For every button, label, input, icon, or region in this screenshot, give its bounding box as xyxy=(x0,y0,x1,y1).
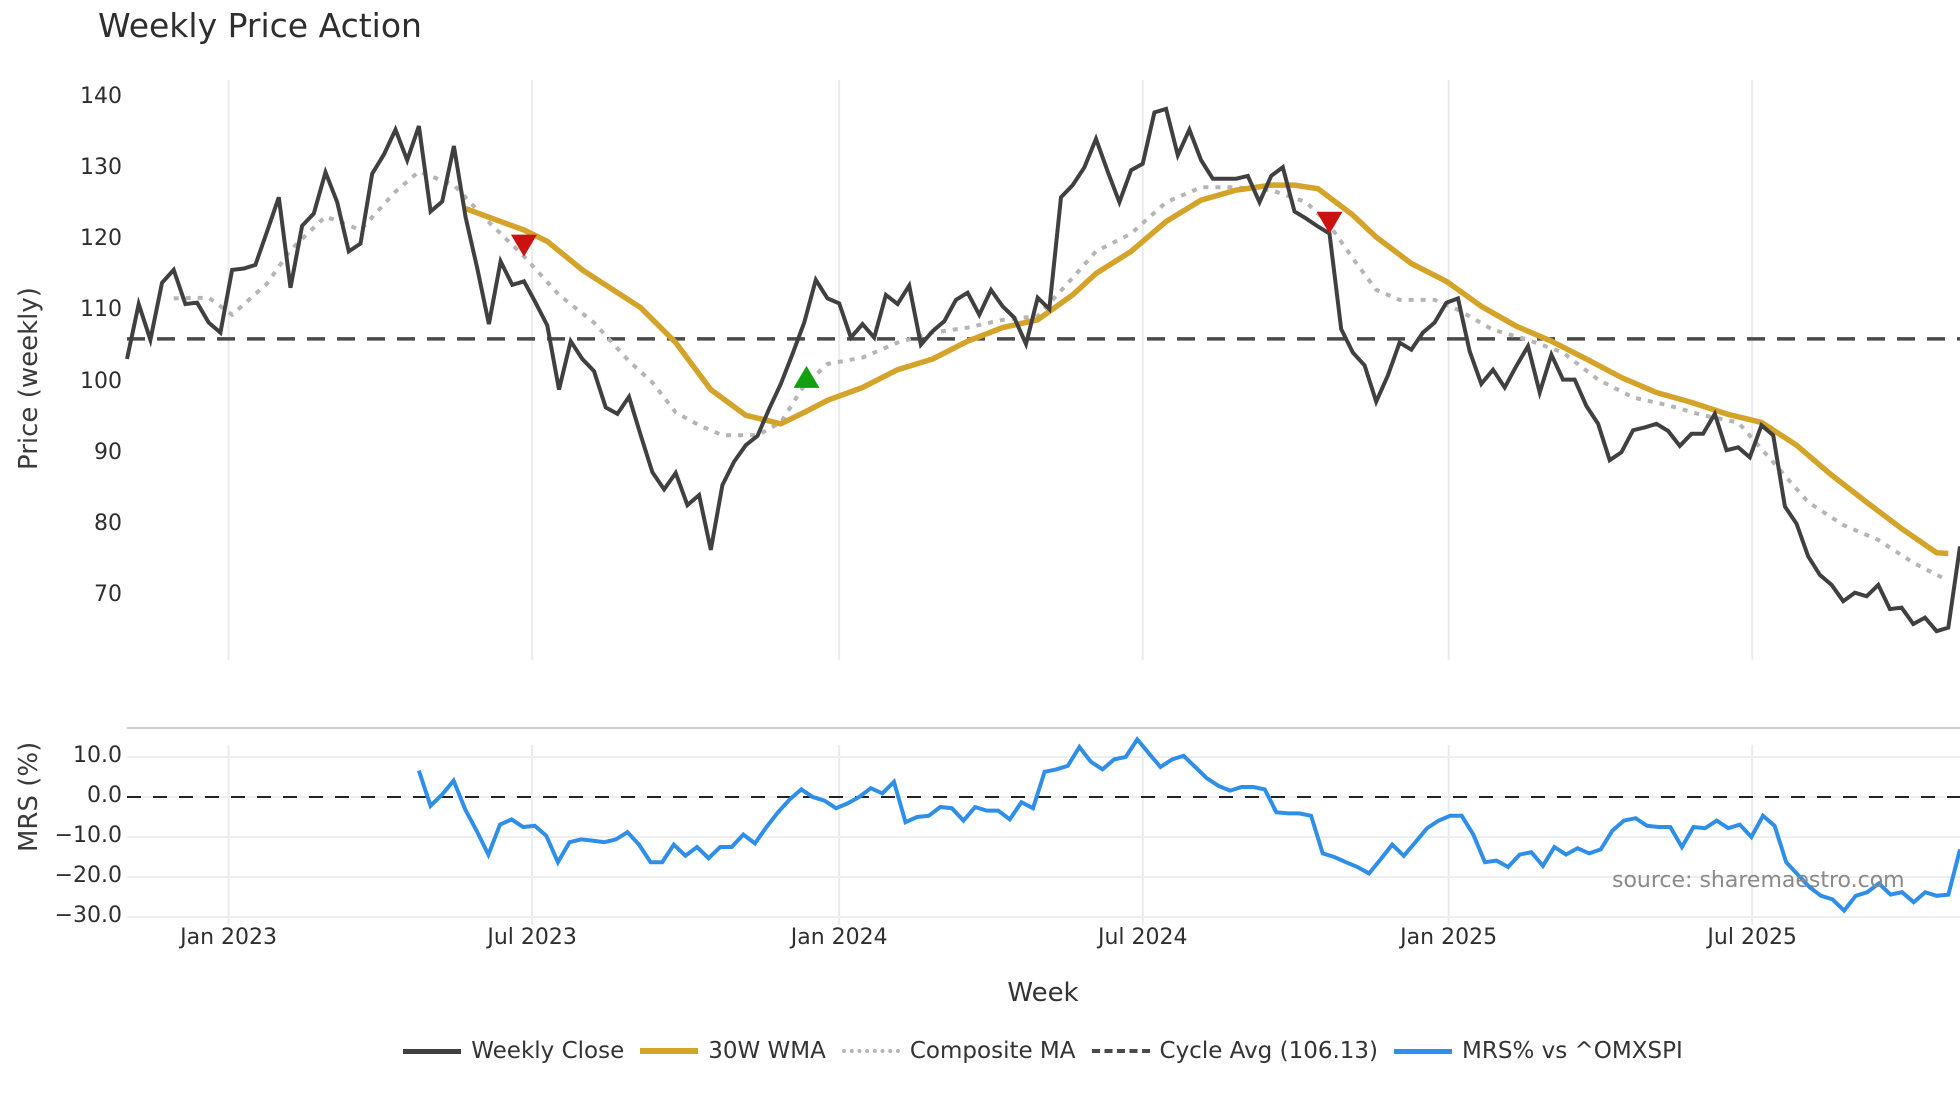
x-tick-label: Jul 2024 xyxy=(1097,925,1188,950)
legend-item-wma[interactable]: 30W WMA xyxy=(640,1038,826,1064)
mrs-swatch-icon xyxy=(1394,1048,1453,1054)
x-tick-label: Jul 2025 xyxy=(1707,925,1797,950)
mrs-tick-label: −10.0 xyxy=(54,823,122,848)
price-tick-label: 120 xyxy=(80,226,122,251)
price-tick-label: 80 xyxy=(94,511,122,536)
legend-label: MRS% vs ^OMXSPI xyxy=(1462,1038,1683,1064)
x-tick-label: Jan 2023 xyxy=(180,925,278,950)
sell-signal-triangle-down-icon xyxy=(510,234,537,257)
legend-item-mrs[interactable]: MRS% vs ^OMXSPI xyxy=(1394,1038,1683,1064)
price-tick-label: 90 xyxy=(94,439,122,465)
mrs-tick-label: 0.0 xyxy=(87,783,122,808)
x-axis-label: Week xyxy=(1007,978,1079,1008)
sell-signal-triangle-down-icon xyxy=(1316,211,1343,234)
vertical-gridlines xyxy=(227,80,1754,925)
price-tick-label: 70 xyxy=(94,582,122,608)
weekly-close-swatch-icon xyxy=(403,1048,462,1054)
chart-title: Weekly Price Action xyxy=(98,6,422,45)
mrs-tick-label: −20.0 xyxy=(54,863,122,888)
legend-item-weekly-close[interactable]: Weekly Close xyxy=(403,1038,624,1064)
legend-label: Cycle Avg (106.13) xyxy=(1159,1038,1379,1064)
legend-label: Composite MA xyxy=(909,1038,1076,1064)
legend-item-composite-ma[interactable]: Composite MA xyxy=(841,1038,1076,1064)
wma-swatch-icon xyxy=(640,1048,699,1054)
composite-ma-line xyxy=(173,169,1944,580)
x-tick-label: Jan 2025 xyxy=(1400,925,1498,950)
legend-label: Weekly Close xyxy=(471,1038,625,1064)
weekly-close-line xyxy=(125,106,1960,634)
composite-ma-swatch-icon xyxy=(841,1049,900,1053)
x-tick-label: Jul 2023 xyxy=(487,925,577,950)
price-tick-label: 100 xyxy=(80,368,122,394)
cycle-avg-swatch-icon xyxy=(1091,1049,1150,1053)
price-tick-label: 110 xyxy=(80,297,122,323)
legend-item-cycle-avg[interactable]: Cycle Avg (106.13) xyxy=(1091,1038,1379,1064)
signal-markers xyxy=(510,211,1343,388)
price-tick-label: 140 xyxy=(80,83,122,109)
mrs-tick-label: −30.0 xyxy=(54,903,122,928)
source-note: source: sharemaestro.com xyxy=(1612,868,1905,893)
x-tick-label: Jan 2024 xyxy=(790,925,888,950)
wma-30w-line xyxy=(464,182,1949,557)
legend: Weekly Close 30W WMA Composite MA Cycle … xyxy=(0,1038,1960,1064)
mrs-tick-label: 10.0 xyxy=(73,743,122,768)
price-tick-label: 130 xyxy=(80,154,122,180)
legend-label: 30W WMA xyxy=(708,1038,826,1064)
mrs-line xyxy=(417,736,1960,914)
buy-signal-triangle-up-icon xyxy=(793,365,820,388)
